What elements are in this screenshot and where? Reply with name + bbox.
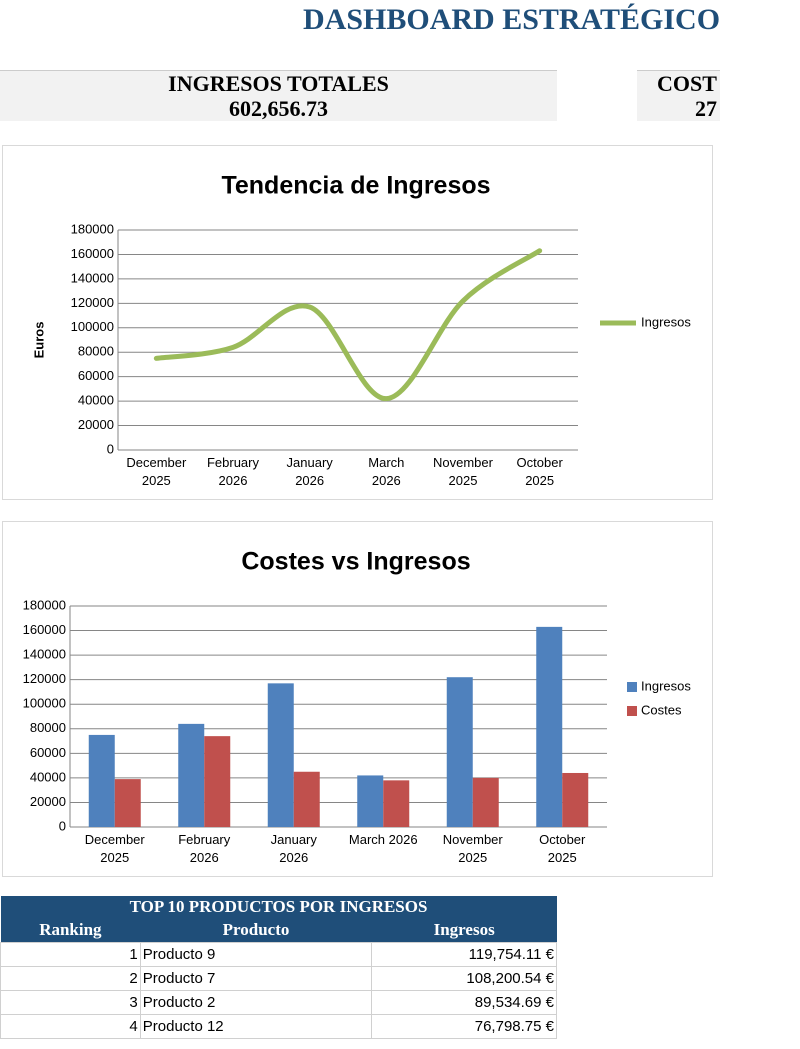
x-tick-label-box: February 2026	[178, 832, 231, 865]
x-tick-label: February 2026	[178, 832, 231, 865]
column-header: Producto	[140, 918, 372, 943]
x-tick-label-box: February 2026	[206, 455, 259, 488]
y-tick-label: 160000	[71, 246, 114, 261]
x-tick-label: March 2026	[368, 455, 405, 488]
bar	[204, 736, 231, 827]
bar	[357, 775, 384, 827]
title-text: DASHBOARD ESTRATÉGICO	[303, 3, 720, 36]
kpi-card: COST 27	[637, 70, 720, 121]
bar	[446, 677, 473, 827]
bar	[267, 683, 294, 827]
table-cell: 1	[0, 942, 141, 967]
y-tick-label: 0	[59, 818, 66, 833]
y-tick-label: 60000	[30, 745, 66, 760]
y-tick-label: 0	[107, 441, 114, 456]
dashboard-title: DASHBOARD ESTRATÉGICO	[0, 0, 720, 42]
legend-label: Costes	[641, 702, 682, 717]
table-cell: 4	[0, 1014, 141, 1039]
y-tick-label: 180000	[23, 597, 66, 612]
y-tick-label: 160000	[23, 622, 66, 637]
header-row: Ranking Producto Ingresos	[0, 918, 557, 943]
chart-frame	[2, 145, 713, 500]
x-tick-label: October 2025	[539, 832, 586, 865]
bar	[383, 780, 410, 827]
x-tick-label-box: January 2026	[270, 832, 317, 865]
bar	[562, 772, 589, 827]
bar	[293, 771, 320, 827]
x-tick-label-box: March 2026	[368, 455, 405, 488]
chart-title: Costes vs Ingresos	[241, 548, 470, 576]
y-tick-label: 60000	[78, 368, 114, 383]
legend-label: Ingresos	[641, 314, 691, 329]
x-tick-label-box: October 2025	[516, 455, 563, 488]
bar	[178, 723, 205, 827]
y-tick-label: 40000	[78, 393, 114, 408]
table-cell: Producto 12	[139, 1014, 373, 1039]
kpi-value: 27	[695, 96, 717, 121]
x-tick-label: November 2025	[433, 455, 493, 488]
top-products-table: TOP 10 PRODUCTOS POR INGRESOS Ranking Pro…	[0, 896, 557, 1039]
table-cell: Producto 2	[139, 990, 373, 1015]
x-tick-label: January 2026	[270, 832, 317, 865]
table-row: 1 Producto 9 119,754.11 €	[0, 942, 557, 967]
y-tick-label: 140000	[23, 647, 66, 662]
y-tick-label: 120000	[71, 295, 114, 310]
x-tick-label-box: November 2025	[433, 455, 493, 488]
y-tick-label: 20000	[30, 794, 66, 809]
y-tick-label: 40000	[30, 769, 66, 784]
bar	[536, 626, 563, 827]
y-tick-label: 120000	[23, 671, 66, 686]
legend-label: Ingresos	[641, 678, 691, 693]
x-tick-label: March 2026	[348, 832, 418, 847]
table-cell: 89,534.69 €	[371, 990, 557, 1015]
table-cell: 2	[0, 966, 141, 991]
x-tick-label: November 2025	[442, 832, 503, 865]
column-header: Ranking	[0, 918, 141, 943]
x-tick-label-box: January 2026	[286, 455, 333, 488]
y-tick-label: 180000	[71, 221, 114, 236]
table-cell: 3	[0, 990, 141, 1015]
x-tick-label-box: October 2025	[539, 832, 586, 865]
y-tick-label: 80000	[78, 344, 114, 359]
y-tick-label: 140000	[71, 270, 114, 285]
y-tick-label: 20000	[78, 417, 114, 432]
kpi-card: INGRESOS TOTALES 602,656.73	[0, 70, 557, 121]
x-tick-label: October 2025	[516, 455, 563, 488]
x-tick-label-box: December 2025	[126, 455, 187, 488]
kpi-label: COST	[657, 71, 717, 96]
table-title: TOP 10 PRODUCTOS POR INGRESOS	[0, 896, 557, 918]
x-tick-label-box: March 2026	[348, 832, 418, 847]
x-tick-label: December 2025	[84, 832, 145, 865]
y-tick-label: 80000	[30, 720, 66, 735]
table-cell: Producto 9	[139, 942, 373, 967]
table-cell: Producto 7	[139, 966, 373, 991]
table-row: 4 Producto 12 76,798.75 €	[0, 1014, 557, 1039]
column-header: Ingresos	[371, 918, 557, 943]
series-line	[153, 248, 543, 402]
x-tick-label-box: November 2025	[442, 832, 503, 865]
table-row: 2 Producto 7 108,200.54 €	[0, 966, 557, 991]
legend-swatch	[627, 682, 637, 692]
table-cell: 119,754.11 €	[371, 942, 557, 967]
x-tick-label: January 2026	[286, 455, 333, 488]
bar	[88, 734, 115, 827]
y-tick-label: 100000	[23, 696, 66, 711]
y-axis-label: Euros	[31, 322, 46, 359]
bar	[472, 777, 499, 827]
bar	[114, 779, 141, 827]
kpi-value: 602,656.73	[229, 96, 328, 121]
x-tick-label: December 2025	[126, 455, 187, 488]
x-tick-label-box: December 2025	[84, 832, 145, 865]
table-cell: 108,200.54 €	[371, 966, 557, 991]
chart-title: Tendencia de Ingresos	[221, 172, 490, 200]
table-row: 3 Producto 2 89,534.69 €	[0, 990, 557, 1015]
table-cell: 76,798.75 €	[371, 1014, 557, 1039]
y-tick-label: 100000	[71, 319, 114, 334]
x-tick-label: February 2026	[206, 455, 259, 488]
legend-swatch	[627, 706, 637, 716]
kpi-label: INGRESOS TOTALES	[168, 71, 389, 96]
